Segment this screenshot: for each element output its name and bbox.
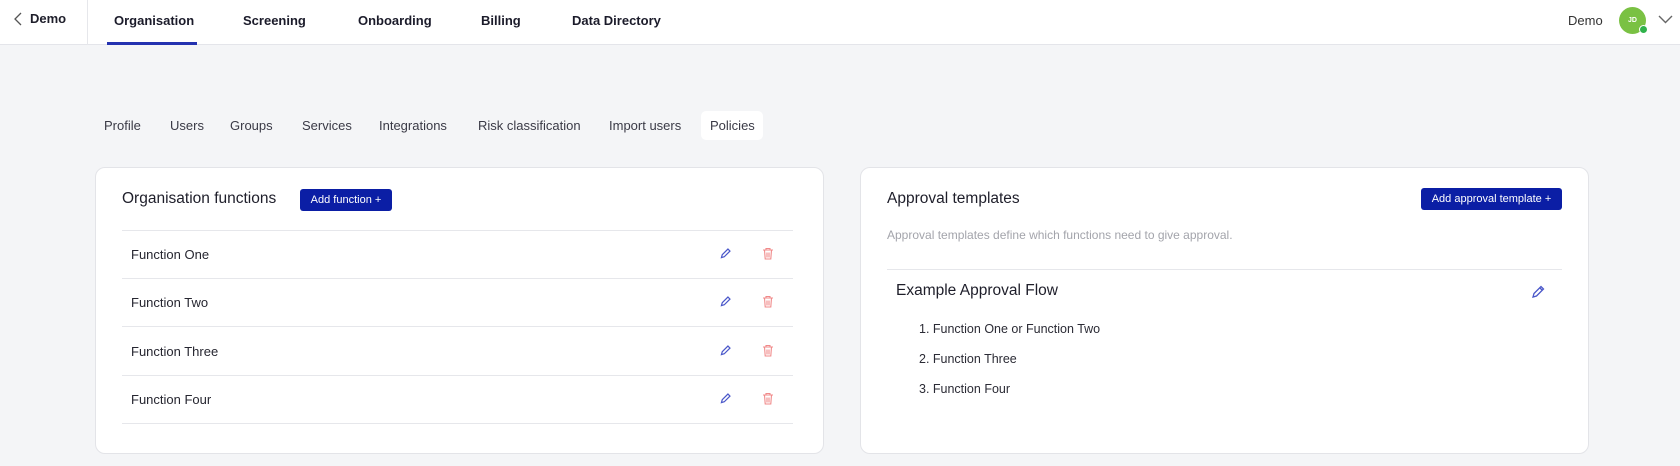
function-name: Function Two: [131, 295, 209, 311]
avatar[interactable]: JD: [1619, 7, 1646, 34]
edit-icon[interactable]: [719, 392, 732, 405]
trash-icon[interactable]: [762, 247, 774, 260]
active-tab-indicator: [107, 42, 197, 45]
template-step: 3. Function Four: [919, 382, 1011, 396]
template-name: Example Approval Flow: [896, 282, 1058, 299]
subtab-integrations[interactable]: Integrations: [379, 118, 447, 133]
active-subtab-bg: [701, 111, 763, 140]
tab-screening[interactable]: Screening: [243, 13, 306, 28]
user-name: Demo: [1568, 13, 1603, 28]
chevron-down-icon[interactable]: [1658, 15, 1673, 24]
trash-icon[interactable]: [762, 392, 774, 405]
divider: [122, 230, 793, 231]
back-button[interactable]: Demo: [14, 11, 66, 26]
subtab-users[interactable]: Users: [170, 118, 204, 133]
function-name: Function Four: [131, 391, 212, 407]
online-status-dot: [1639, 25, 1648, 34]
approval-templates-card: [860, 167, 1589, 454]
subtab-profile[interactable]: Profile: [104, 118, 141, 133]
edit-icon[interactable]: [719, 295, 732, 308]
edit-icon[interactable]: [719, 344, 732, 357]
tab-organisation[interactable]: Organisation: [114, 13, 195, 28]
divider: [122, 326, 793, 328]
approvals-description: Approval templates define which function…: [887, 228, 1233, 242]
tab-billing[interactable]: Billing: [481, 13, 521, 28]
divider: [87, 0, 88, 45]
top-navigation: Demo Organisation Screening Onboarding B…: [0, 0, 1680, 45]
tab-data-directory[interactable]: Data Directory: [572, 13, 661, 28]
edit-icon[interactable]: [719, 247, 732, 260]
template-step: 1. Function One or Function Two: [919, 322, 1101, 336]
divider: [887, 269, 1562, 270]
subtab-groups[interactable]: Groups: [230, 118, 273, 133]
function-name: Function Three: [131, 343, 219, 359]
subtab-services[interactable]: Services: [302, 118, 352, 133]
chevron-left-icon: [14, 12, 22, 25]
add-function-button[interactable]: Add function +: [300, 189, 392, 211]
trash-icon[interactable]: [762, 344, 774, 357]
back-label: Demo: [30, 11, 67, 26]
edit-template-icon[interactable]: [1530, 284, 1546, 300]
functions-title: Organisation functions: [122, 190, 277, 207]
divider: [122, 278, 793, 279]
divider: [122, 374, 793, 376]
subtab-risk-classification[interactable]: Risk classification: [478, 118, 581, 133]
tab-onboarding[interactable]: Onboarding: [358, 13, 432, 28]
subtab-policies[interactable]: Policies: [710, 118, 755, 133]
approvals-title: Approval templates: [887, 190, 1020, 207]
divider: [122, 422, 793, 424]
trash-icon[interactable]: [762, 295, 774, 308]
function-name: Function One: [131, 247, 210, 262]
organisation-functions-card: [95, 167, 824, 454]
subtab-import-users[interactable]: Import users: [609, 118, 682, 133]
template-step: 2. Function Three: [919, 352, 1017, 366]
add-approval-template-button[interactable]: Add approval template +: [1421, 188, 1562, 210]
avatar-initials: JD: [1628, 17, 1637, 24]
